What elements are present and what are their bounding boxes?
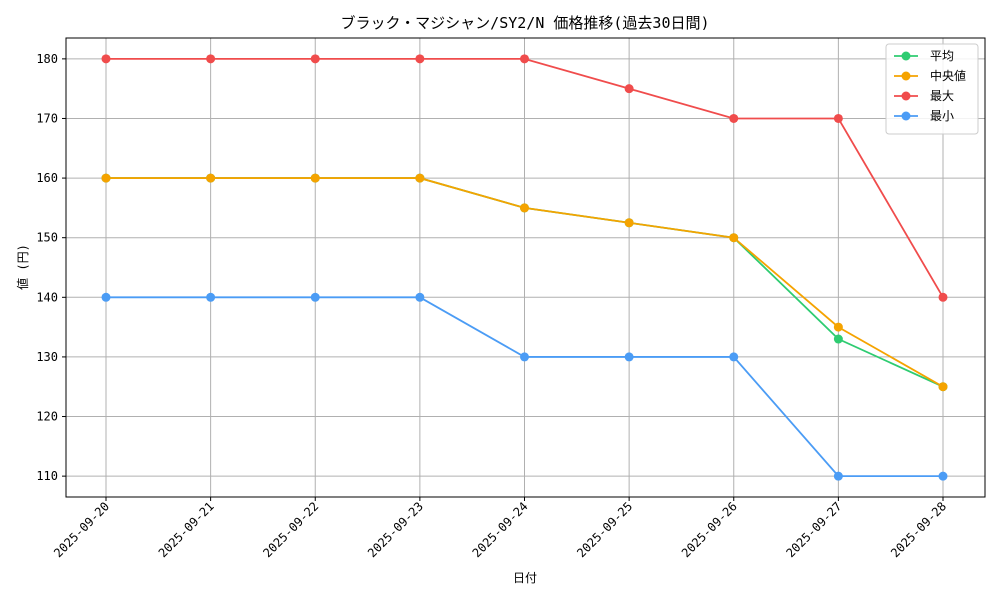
data-point <box>624 218 634 228</box>
chart-title: ブラック・マジシャン/SY2/N 価格推移(過去30日間) <box>340 14 709 32</box>
legend-label: 中央値 <box>930 68 966 83</box>
y-axis-label: 値 (円) <box>15 244 30 290</box>
legend-item: 最大 <box>894 89 954 103</box>
y-tick-label: 120 <box>36 410 58 424</box>
legend-item: 最小 <box>894 109 954 123</box>
x-tick-label: 2025-09-26 <box>679 499 740 560</box>
legend-box <box>885 43 979 135</box>
data-point <box>729 113 739 123</box>
data-point <box>833 471 843 481</box>
series-1 <box>101 173 948 392</box>
x-tick-label: 2025-09-28 <box>888 499 949 560</box>
data-point <box>310 54 320 64</box>
data-point <box>415 292 425 302</box>
data-point <box>101 292 111 302</box>
y-axis: 110 120 130 140 150 160 170 180 <box>36 52 66 483</box>
x-tick-label: 2025-09-22 <box>260 499 321 560</box>
data-point <box>520 203 529 213</box>
grid <box>66 38 985 497</box>
legend-swatch-marker <box>901 71 911 81</box>
y-tick-label: 160 <box>36 171 58 185</box>
legend-swatch-marker <box>901 51 911 61</box>
legend-label: 最小 <box>930 109 954 123</box>
data-point <box>310 292 320 302</box>
x-axis: 2025-09-20 2025-09-21 2025-09-22 2025-09-23… <box>51 497 949 560</box>
legend-swatch-marker <box>901 91 911 101</box>
data-point <box>206 292 216 302</box>
legend-swatch-marker <box>901 111 911 121</box>
x-tick-label: 2025-09-24 <box>470 499 531 560</box>
data-point <box>833 334 843 344</box>
y-tick-label: 170 <box>36 111 58 125</box>
data-point <box>833 322 843 332</box>
data-point <box>101 173 111 183</box>
data-point <box>729 352 739 362</box>
series-layer <box>101 54 948 481</box>
x-tick-label: 2025-09-27 <box>784 499 845 560</box>
x-axis-label: 日付 <box>513 571 537 585</box>
legend-item: 平均 <box>894 49 954 63</box>
data-point <box>624 352 634 362</box>
data-point <box>101 54 111 64</box>
data-point <box>624 84 634 94</box>
data-point <box>206 54 216 64</box>
plot-frame <box>65 37 986 498</box>
y-tick-label: 150 <box>36 231 58 245</box>
legend-item: 中央値 <box>894 68 966 83</box>
data-point <box>206 173 216 183</box>
data-point <box>729 233 739 243</box>
data-point <box>520 54 529 64</box>
data-point <box>938 471 948 481</box>
y-tick-label: 130 <box>36 350 58 364</box>
data-point <box>938 292 948 302</box>
data-point <box>833 113 843 123</box>
data-point <box>938 382 948 392</box>
data-point <box>415 173 425 183</box>
y-tick-label: 180 <box>36 52 58 66</box>
x-tick-label: 2025-09-23 <box>365 499 426 560</box>
y-tick-label: 110 <box>36 469 58 483</box>
data-point <box>415 54 425 64</box>
series-3 <box>101 292 948 481</box>
x-tick-label: 2025-09-25 <box>574 499 635 560</box>
legend-label: 最大 <box>930 89 954 103</box>
series-2 <box>101 54 948 302</box>
x-tick-label: 2025-09-21 <box>156 499 217 560</box>
data-point <box>310 173 320 183</box>
data-point <box>520 352 529 362</box>
x-tick-label: 2025-09-20 <box>51 499 112 560</box>
legend-label: 平均 <box>930 49 954 63</box>
y-tick-label: 140 <box>36 290 58 304</box>
